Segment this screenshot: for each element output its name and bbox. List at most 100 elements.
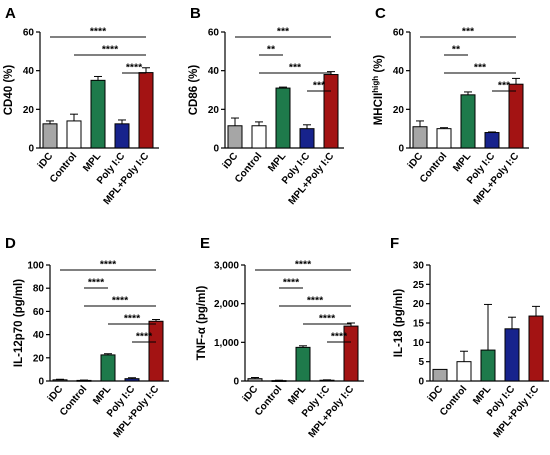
- bar-control: [66, 120, 82, 149]
- bar-mpl: [460, 94, 476, 149]
- y-axis-label-unit: (pg/ml): [196, 285, 208, 327]
- panel-letter: C: [375, 5, 386, 22]
- bar-idc: [432, 368, 448, 382]
- bar-mpl: [275, 87, 291, 149]
- category-label: iDC: [36, 151, 56, 171]
- y-tick-label: 3,000: [214, 261, 239, 272]
- bar-control: [436, 128, 452, 149]
- y-tick-label: 2,000: [214, 299, 239, 310]
- bar-idc: [412, 126, 428, 149]
- y-tick-label: 20: [33, 353, 45, 364]
- significance-label: ****: [319, 313, 336, 325]
- significance-label: ****: [88, 277, 105, 289]
- y-tick-label: 40: [33, 330, 45, 341]
- significance-label: ****: [102, 44, 119, 56]
- bar-control: [456, 361, 472, 382]
- significance-label: ****: [126, 62, 143, 74]
- y-tick-label: 0: [213, 144, 219, 155]
- bar-poly-i-c: [124, 378, 140, 382]
- category-label: MPL: [451, 151, 473, 174]
- significance-label: ****: [136, 331, 153, 343]
- category-label: MPL: [91, 384, 113, 407]
- panel-letter: F: [390, 235, 399, 252]
- bar-control: [251, 125, 267, 149]
- y-tick-label: 5: [418, 357, 424, 368]
- y-axis-label: MHCIIhigh (%): [371, 55, 385, 126]
- bar-poly-i-c: [114, 123, 130, 149]
- category-label: iDC: [46, 384, 66, 404]
- y-axis-label: CD40 (%): [3, 65, 15, 116]
- significance-label: ****: [331, 331, 348, 343]
- y-tick-label: 60: [208, 28, 220, 39]
- category-label: iDC: [241, 384, 261, 404]
- bar-idc: [227, 125, 243, 149]
- y-tick-label: 60: [23, 28, 35, 39]
- significance-label: ***: [462, 26, 475, 38]
- panel-letter: B: [190, 5, 201, 22]
- significance-label: ***: [498, 80, 511, 92]
- y-tick-label: 0: [398, 144, 404, 155]
- significance-label: ****: [124, 313, 141, 325]
- category-label: iDC: [406, 151, 426, 171]
- significance-label: **: [267, 44, 276, 56]
- y-tick-label: 0: [28, 144, 34, 155]
- y-tick-label: 20: [413, 299, 425, 310]
- y-tick-label: 0: [418, 377, 424, 388]
- panel-letter: D: [5, 235, 16, 252]
- y-tick-label: 20: [23, 105, 35, 116]
- bar-control: [271, 380, 287, 382]
- y-tick-label: 0: [233, 377, 239, 388]
- y-axis-label-unit: (pg/ml): [393, 289, 405, 331]
- y-axis-label-unit: (pg/ml): [13, 279, 25, 321]
- category-label: MPL: [266, 151, 288, 174]
- significance-label: ***: [289, 62, 302, 74]
- bar-idc: [42, 123, 58, 149]
- bar-idc: [247, 378, 263, 382]
- y-tick-label: 60: [393, 28, 405, 39]
- y-axis-label-text: MHCII: [373, 93, 385, 126]
- panel-letter: A: [5, 5, 16, 22]
- significance-label: ***: [277, 26, 290, 38]
- category-label: MPL: [81, 151, 103, 174]
- y-axis-label-superscript: high: [371, 76, 380, 93]
- y-axis-label-text: IL-12p70: [13, 320, 25, 367]
- significance-label: ***: [474, 62, 487, 74]
- y-tick-label: 20: [208, 105, 220, 116]
- y-axis-label-unit: (%): [373, 55, 385, 76]
- y-tick-label: 20: [393, 105, 405, 116]
- significance-label: ****: [307, 295, 324, 307]
- bar-mpl-poly-i-c: [528, 315, 544, 382]
- significance-label: ****: [100, 259, 117, 271]
- significance-label: ***: [313, 80, 326, 92]
- bar-mpl-poly-i-c: [508, 83, 524, 149]
- category-label: iDC: [426, 384, 446, 404]
- y-tick-label: 60: [33, 307, 45, 318]
- y-tick-label: 1,000: [214, 338, 239, 349]
- bar-idc: [52, 379, 68, 382]
- y-tick-label: 40: [208, 66, 220, 77]
- y-tick-label: 0: [38, 377, 44, 388]
- y-tick-label: 25: [413, 280, 425, 291]
- bar-poly-i-c: [504, 328, 520, 382]
- y-axis-label: TNF-α (pg/ml): [196, 285, 208, 360]
- y-axis-label: IL-12p70 (pg/ml): [13, 279, 25, 367]
- bar-mpl: [480, 349, 496, 382]
- bar-poly-i-c: [319, 379, 335, 382]
- bar-poly-i-c: [484, 132, 500, 149]
- y-axis-label: IL-18 (pg/ml): [393, 289, 405, 358]
- category-label: iDC: [221, 151, 241, 171]
- y-axis-label-unit: (%): [3, 65, 15, 86]
- significance-label: ****: [283, 277, 300, 289]
- y-tick-label: 80: [33, 284, 45, 295]
- significance-label: ****: [112, 295, 129, 307]
- bar-mpl: [295, 346, 311, 382]
- y-axis-label-text: CD40: [3, 86, 15, 115]
- y-tick-label: 10: [413, 338, 425, 349]
- bar-mpl-poly-i-c: [138, 72, 154, 149]
- y-tick-label: 15: [413, 319, 425, 330]
- y-axis-label-text: TNF-α: [196, 327, 208, 360]
